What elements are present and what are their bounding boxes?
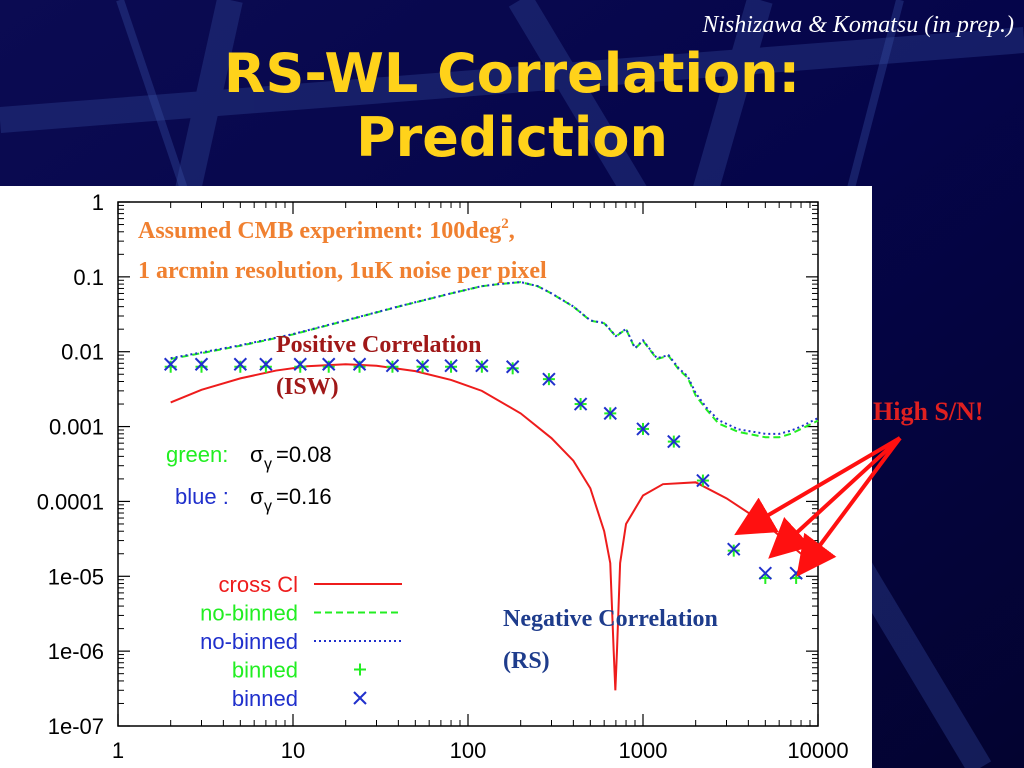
- assumed-experiment-note: Assumed CMB experiment: 100deg2, 1 arcmi…: [138, 216, 547, 284]
- series-line-no-binned-dashed: [170, 281, 819, 439]
- sigma-blue-sigma: σ: [250, 484, 264, 509]
- legend-swatch-cross: [353, 691, 367, 705]
- y-tick-label: 1: [92, 190, 104, 215]
- legend-label: binned: [232, 658, 298, 683]
- data-point-binned-plus: [353, 360, 366, 373]
- series-line-cross-cl-solid: [170, 363, 802, 691]
- negative-correlation-note: Negative Correlation (RS): [503, 606, 718, 674]
- positive-correlation-note: Positive Correlation (ISW): [276, 332, 482, 400]
- data-point-binned-plus: [234, 360, 247, 373]
- data-point-binned-cross: [603, 406, 617, 421]
- sigma-green-prefix: green:: [166, 442, 228, 467]
- data-point-binned-cross: [259, 357, 273, 371]
- series-cross-cl-solid: [170, 363, 802, 691]
- author-credit: Nishizawa & Komatsu (in prep.): [702, 12, 1014, 38]
- data-point-binned-plus: [164, 360, 177, 373]
- sigma-green-label: green: σ γ =0.08: [166, 442, 332, 473]
- data-point-binned-cross: [194, 357, 209, 371]
- data-point-binned-plus: [506, 362, 519, 375]
- y-tick-label: 1e-05: [48, 564, 104, 589]
- y-tick-label: 1e-07: [48, 714, 104, 739]
- correlation-chart: 1 10 100 1000 10000 1 0.1 0.01 0.001 0.0001 1e-05 1…: [0, 186, 872, 768]
- y-tick-label: 0.1: [73, 265, 104, 290]
- high-sn-callout: High S/N!: [873, 396, 984, 428]
- data-point-binned-cross: [505, 360, 520, 374]
- series-no-binned-dashed: [170, 281, 819, 439]
- data-point-binned-plus: [294, 360, 307, 373]
- sigma-green-value: =0.08: [276, 442, 332, 467]
- data-point-binned-cross: [696, 473, 710, 488]
- assumed-line1-text: Assumed CMB experiment: 100deg: [138, 218, 501, 244]
- y-tick-label: 0.01: [61, 340, 104, 365]
- legend-swatch-plus: [354, 663, 366, 676]
- slide-title: RS-WL Correlation: Prediction: [0, 42, 1024, 170]
- data-point-binned-cross: [233, 357, 248, 371]
- legend-label: binned: [232, 686, 298, 711]
- slide-title-line1: RS-WL Correlation:: [223, 42, 801, 105]
- sigma-blue-label: blue : σ γ =0.16: [175, 484, 332, 515]
- legend-label: no-binned: [200, 601, 298, 626]
- data-point-binned-cross: [542, 372, 556, 386]
- legend-label: cross Cl: [219, 572, 298, 597]
- y-tick-label: 1e-06: [48, 639, 104, 664]
- data-point-binned-cross: [322, 357, 336, 371]
- x-tick-label: 1000: [619, 738, 668, 763]
- y-tick-label: 0.0001: [37, 489, 104, 514]
- data-point-binned-cross: [293, 357, 307, 371]
- x-tick-label: 10: [281, 738, 305, 763]
- data-point-binned-cross: [444, 359, 458, 373]
- data-point-binned-cross: [667, 434, 681, 449]
- negative-line2: (RS): [503, 648, 550, 674]
- y-tick-label: 0.001: [49, 415, 104, 440]
- data-point-binned-plus: [727, 544, 740, 557]
- positive-line2: (ISW): [276, 374, 339, 400]
- sigma-blue-value: =0.16: [276, 484, 332, 509]
- chart-background: [0, 186, 872, 768]
- series-binned-cross: [163, 357, 803, 580]
- positive-line1: Positive Correlation: [276, 332, 482, 358]
- x-tick-label: 100: [450, 738, 487, 763]
- chart-legend: cross Cl no-binned no-binned binned binned: [200, 572, 402, 711]
- x-tick-label: 10000: [787, 738, 848, 763]
- data-point-binned-cross: [573, 397, 588, 411]
- negative-line1: Negative Correlation: [503, 606, 718, 632]
- sigma-green-sigma: σ: [250, 442, 264, 467]
- data-point-binned-cross: [727, 542, 741, 556]
- data-point-binned-cross: [415, 359, 430, 373]
- data-point-binned-cross: [163, 357, 178, 371]
- data-point-binned-plus: [195, 360, 208, 373]
- x-tick-label: 1: [112, 738, 124, 763]
- data-point-binned-cross: [758, 566, 773, 580]
- high-sn-label: High S/N!: [873, 397, 984, 426]
- data-point-binned-cross: [352, 357, 367, 371]
- sigma-blue-prefix: blue :: [175, 484, 229, 509]
- sigma-blue-gamma: γ: [264, 498, 272, 515]
- data-point-binned-cross: [385, 359, 400, 373]
- slide-title-line2: Prediction: [356, 106, 668, 169]
- chart-series: [163, 281, 819, 691]
- data-point-binned-cross: [636, 422, 650, 436]
- assumed-line1: Assumed CMB experiment: 100deg2,: [138, 216, 515, 244]
- sigma-green-gamma: γ: [264, 456, 272, 473]
- assumed-superscript: 2: [501, 216, 509, 232]
- assumed-line2: 1 arcmin resolution, 1uK noise per pixel: [138, 258, 547, 284]
- data-point-binned-cross: [475, 359, 489, 373]
- assumed-line1-end: ,: [509, 218, 515, 244]
- data-point-binned-plus: [322, 360, 335, 373]
- data-point-binned-plus: [259, 360, 272, 373]
- legend-label: no-binned: [200, 629, 298, 654]
